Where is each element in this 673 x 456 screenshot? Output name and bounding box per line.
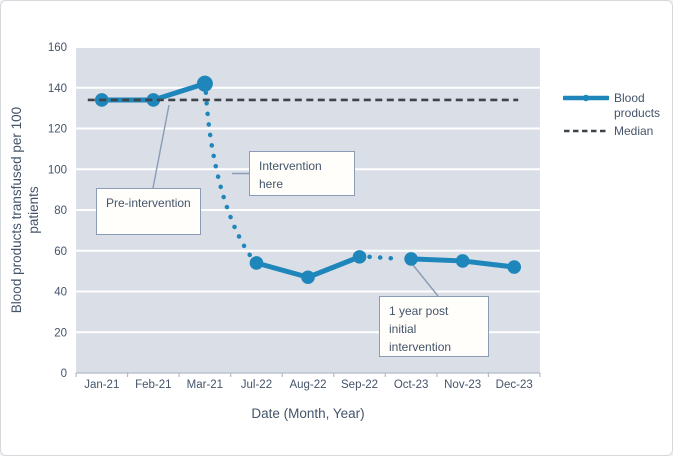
x-tick-label: Feb-21: [135, 379, 171, 391]
annotation-1-year-post-text: 1 year post initial intervention: [389, 304, 452, 354]
x-tick-label: Aug-22: [289, 379, 326, 391]
data-point: [249, 256, 264, 270]
x-tick-label: Nov-23: [444, 379, 481, 391]
data-point: [352, 250, 367, 264]
y-tick-label: 160: [48, 42, 67, 54]
legend-item-median: Median: [563, 124, 671, 139]
y-tick-label: 20: [54, 327, 67, 339]
y-axis-title-line1: Blood products transfused per 100: [9, 106, 25, 314]
annotation-leader-line: [412, 264, 439, 297]
series-line-dotted: [203, 90, 256, 263]
annotation-pre-intervention-text: Pre-intervention: [106, 196, 191, 210]
y-tick-label: 0: [61, 368, 67, 380]
annotation-leader-line: [152, 104, 170, 189]
x-tick-label: Mar-21: [187, 379, 223, 391]
y-axis-title: Blood products transfused per 100 patien…: [9, 40, 43, 380]
y-tick-label: 120: [48, 124, 67, 136]
legend-label-median: Median: [614, 124, 654, 139]
legend-item-blood-products: Blood products: [563, 91, 671, 121]
x-tick-label: Sep-22: [341, 379, 378, 391]
y-tick-label: 100: [48, 164, 67, 176]
annotation-intervention-here: Intervention here: [249, 151, 355, 196]
data-point: [507, 260, 522, 274]
legend-dashed-sample: [564, 130, 608, 133]
y-tick-label: 140: [48, 83, 67, 95]
data-point: [196, 75, 213, 92]
x-tick-label: Jul-22: [241, 379, 272, 391]
legend-label-blood-products: Blood products: [614, 91, 661, 121]
annotation-pre-intervention: Pre-intervention: [96, 188, 201, 235]
data-point: [146, 93, 161, 107]
legend: Blood products Median: [563, 91, 671, 143]
x-axis-title: Date (Month, Year): [251, 406, 365, 421]
x-tick-label: Dec-23: [496, 379, 533, 391]
x-tick-label: Oct-23: [394, 379, 429, 391]
data-point: [301, 270, 315, 285]
data-point: [455, 254, 470, 268]
y-tick-label: 60: [54, 246, 67, 258]
data-point: [404, 252, 418, 266]
y-tick-label: 80: [54, 205, 67, 217]
annotation-intervention-here-text: Intervention here: [259, 159, 322, 191]
x-tick-label: Jan-21: [84, 379, 119, 391]
annotation-1-year-post: 1 year post initial intervention: [379, 296, 489, 357]
y-tick-label: 40: [54, 287, 67, 299]
legend-line-marker-sample: [563, 94, 609, 102]
y-axis-title-line2: patients: [26, 186, 41, 234]
